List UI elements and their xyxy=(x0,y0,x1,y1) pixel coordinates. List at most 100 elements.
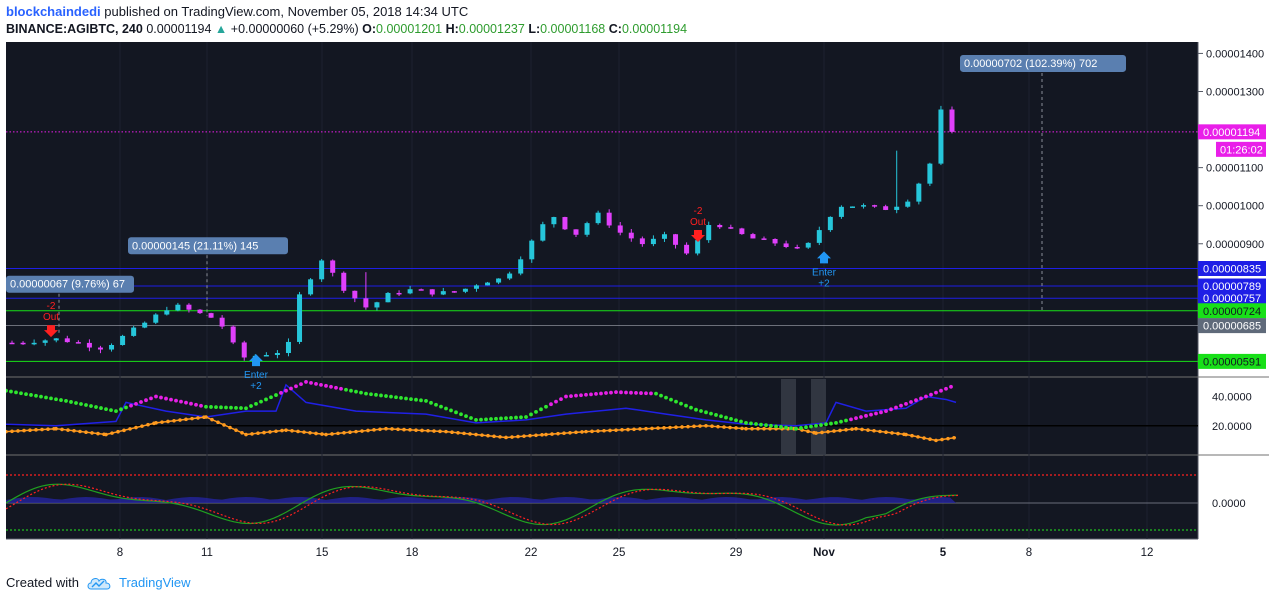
minus-di-dot xyxy=(832,429,836,433)
bear-candle xyxy=(341,272,347,291)
adx-dot xyxy=(389,394,393,399)
adx-dot xyxy=(914,398,918,403)
signal-count: +2 xyxy=(250,381,262,392)
level-tag[interactable] xyxy=(1198,318,1266,334)
adx-dot xyxy=(369,392,373,397)
adx-dot xyxy=(114,409,118,414)
adx-dot xyxy=(724,415,728,420)
bear-candle xyxy=(949,109,955,132)
measure-box[interactable] xyxy=(6,275,134,293)
bear-candle xyxy=(684,244,690,254)
close-value: 0.00001194 xyxy=(621,22,688,36)
adx-dot xyxy=(214,405,218,410)
adx-dot xyxy=(934,390,938,395)
time-axis[interactable] xyxy=(6,539,1198,567)
x-tick-label: 11 xyxy=(201,547,213,559)
adx-dot xyxy=(404,396,408,401)
symbol-info: BINANCE:AGIBTC, 240 0.00001194 ▲ +0.0000… xyxy=(6,22,687,36)
author-link[interactable]: blockchaindedi xyxy=(6,4,101,19)
adx-dot xyxy=(539,407,543,412)
adx-dot xyxy=(59,398,63,402)
adx-dot xyxy=(919,396,923,401)
minus-di-dot xyxy=(216,420,220,425)
bull-candle xyxy=(308,279,314,295)
bull-candle xyxy=(551,217,557,225)
footer: Created with TradingView xyxy=(6,575,191,590)
minus-di-dot xyxy=(116,429,120,434)
adx-dot xyxy=(209,405,213,409)
minus-di-dot xyxy=(330,432,334,436)
chart-area[interactable]: -2 Out Enter +2 -2 Out Enter +2 0.00000067 (9.7… xyxy=(4,42,1269,567)
bear-candle xyxy=(639,238,645,245)
minus-di-dot xyxy=(468,432,472,436)
minus-di-dot xyxy=(498,435,502,439)
minus-di-dot xyxy=(668,425,672,430)
adx-dot xyxy=(529,412,533,417)
adx-dot xyxy=(459,412,463,417)
adx-dot xyxy=(504,416,508,421)
adx-dot xyxy=(634,390,638,395)
minus-di-dot xyxy=(662,426,666,430)
signal-label-enter: Enter xyxy=(812,267,837,278)
minus-di-dot xyxy=(474,432,478,437)
bull-candle xyxy=(440,291,446,295)
adx-dot xyxy=(614,390,618,395)
adx-dot xyxy=(4,388,8,393)
adx-dot xyxy=(644,391,648,396)
adx-dot xyxy=(639,391,643,395)
bear-candle xyxy=(783,243,789,247)
minus-di-dot xyxy=(154,421,158,425)
minus-di-dot xyxy=(128,427,132,431)
adx-dot xyxy=(269,395,273,400)
adx-dot xyxy=(239,406,243,410)
plus-di-line xyxy=(5,383,957,427)
minus-di-dot xyxy=(268,430,272,434)
adx-dot xyxy=(789,426,793,431)
adx-dot xyxy=(454,410,458,415)
adx-dot xyxy=(324,383,328,388)
level-tag[interactable] xyxy=(1198,353,1266,369)
bull-candle xyxy=(485,282,491,286)
minus-di-dot xyxy=(240,430,244,435)
minus-di-dot xyxy=(850,427,854,431)
minus-di-dot xyxy=(10,429,14,434)
minus-di-dot xyxy=(22,428,26,433)
adx-dot xyxy=(654,391,658,396)
adx-dot xyxy=(829,421,833,426)
measure-box[interactable] xyxy=(128,237,288,255)
minus-di-dot xyxy=(280,428,284,433)
adx-dot xyxy=(134,401,138,406)
adx-dot xyxy=(589,392,593,397)
tradingview-brand[interactable]: TradingView xyxy=(118,575,191,590)
minus-di-dot xyxy=(308,430,312,435)
measure-box[interactable] xyxy=(960,54,1126,72)
oscillator-pane xyxy=(5,474,1198,531)
adx-dot xyxy=(224,405,228,410)
level-tag-text: 0.00000757 xyxy=(1203,293,1261,305)
minus-di-dot xyxy=(826,429,830,434)
bull-candle xyxy=(319,260,325,280)
signal-count: +2 xyxy=(818,278,830,289)
bull-candle xyxy=(938,109,944,164)
adx-dot xyxy=(899,403,903,408)
minus-di-dot xyxy=(728,425,732,430)
adx-dot xyxy=(124,405,128,410)
bear-candle xyxy=(617,225,623,233)
adx-dot xyxy=(519,415,523,420)
minus-di-dot xyxy=(544,432,548,437)
minus-di-dot xyxy=(366,428,370,433)
minus-di-dot xyxy=(190,416,194,421)
level-tag[interactable] xyxy=(1198,261,1266,277)
adx-dot xyxy=(564,394,568,399)
current-price-tag[interactable] xyxy=(1198,124,1266,140)
level-tag[interactable] xyxy=(1198,278,1266,294)
adx-dot xyxy=(414,397,418,402)
minus-di-dot xyxy=(146,422,150,427)
open-label: O: xyxy=(362,22,377,36)
adx-dot xyxy=(834,420,838,425)
minus-di-dot xyxy=(444,429,448,434)
level-tag[interactable] xyxy=(1198,290,1266,306)
adx-dot xyxy=(849,417,853,422)
level-tag[interactable] xyxy=(1198,303,1266,319)
